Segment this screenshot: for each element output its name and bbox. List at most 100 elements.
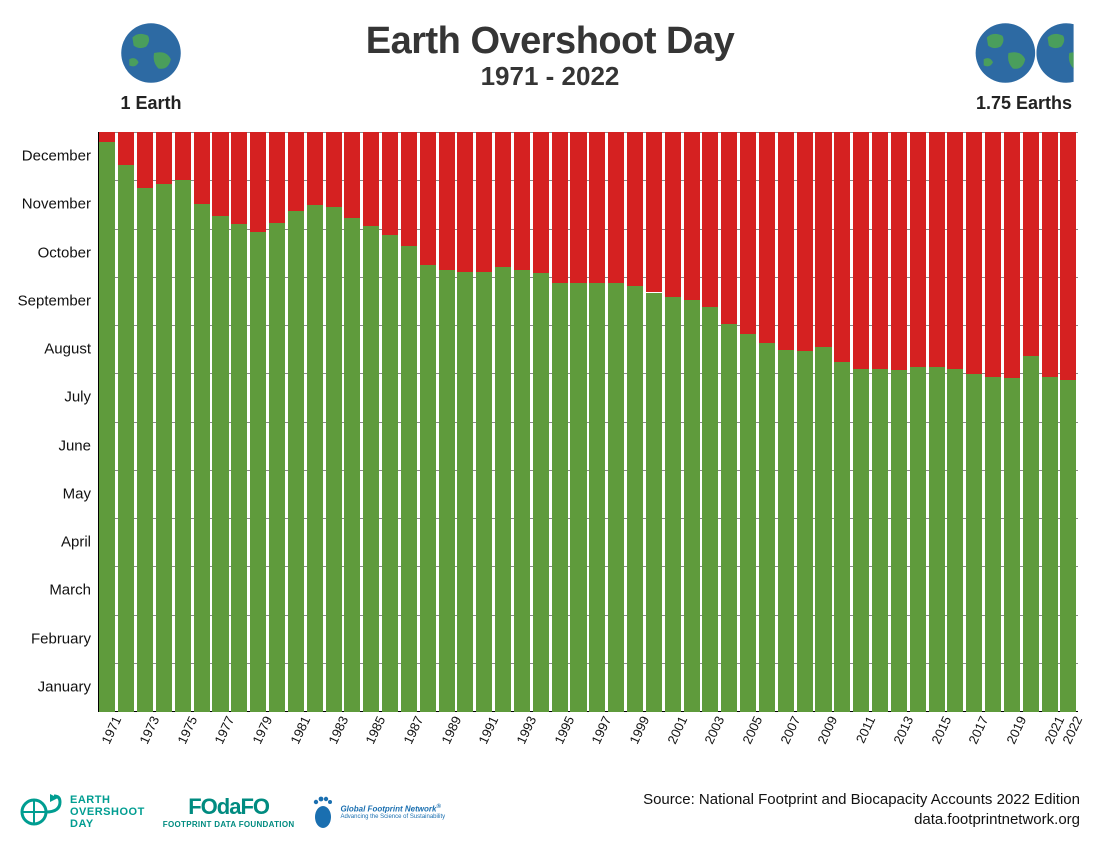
bar-overshoot: [439, 132, 455, 270]
bar-overshoot: [1023, 132, 1039, 356]
x-axis-label: 1977: [208, 712, 237, 746]
bar-1979: 1979: [249, 132, 268, 712]
bar-within-capacity: [250, 232, 266, 712]
bar-within-capacity: [476, 272, 492, 712]
bar-within-capacity: [363, 226, 379, 712]
bar-within-capacity: [212, 216, 228, 712]
bar-2003: 2003: [701, 132, 720, 712]
bar-overshoot: [589, 132, 605, 283]
bar-within-capacity: [439, 270, 455, 712]
bar-1998: [607, 132, 626, 712]
bar-within-capacity: [307, 205, 323, 712]
x-axis-label: 1995: [547, 712, 576, 746]
bar-within-capacity: [457, 272, 473, 712]
bar-1972: [117, 132, 136, 712]
bar-within-capacity: [382, 235, 398, 712]
bar-within-capacity: [175, 180, 191, 712]
bar-overshoot: [910, 132, 926, 367]
bar-within-capacity: [1004, 378, 1020, 712]
bar-2001: 2001: [663, 132, 682, 712]
bar-overshoot: [457, 132, 473, 272]
bar-within-capacity: [118, 165, 134, 712]
bar-2019: 2019: [1003, 132, 1022, 712]
bar-within-capacity: [985, 377, 1001, 712]
x-axis-label: 1985: [359, 712, 388, 746]
bar-within-capacity: [420, 265, 436, 712]
y-axis-label: June: [58, 437, 91, 454]
bar-overshoot: [231, 132, 247, 224]
bar-overshoot: [929, 132, 945, 367]
bar-2008: [795, 132, 814, 712]
bar-within-capacity: [910, 367, 926, 712]
bar-1991: 1991: [475, 132, 494, 712]
y-axis-label: May: [63, 485, 91, 502]
y-axis-label: October: [38, 244, 91, 261]
bar-overshoot: [872, 132, 888, 369]
logo-earth-overshoot-day: EARTH OVERSHOOT DAY: [20, 794, 145, 830]
earth-right-label: 1.75 Earths: [974, 93, 1074, 114]
bar-1982: [305, 132, 324, 712]
bar-2014: [908, 132, 927, 712]
bar-within-capacity: [552, 283, 568, 712]
bar-within-capacity: [514, 270, 530, 712]
bar-1973: 1973: [136, 132, 155, 712]
bar-within-capacity: [1042, 377, 1058, 712]
bar-within-capacity: [834, 362, 850, 712]
bar-overshoot: [815, 132, 831, 347]
bar-overshoot: [1060, 132, 1076, 380]
x-axis-label: 2003: [698, 712, 727, 746]
bar-within-capacity: [740, 334, 756, 712]
bar-1988: [418, 132, 437, 712]
bar-2018: [984, 132, 1003, 712]
bar-within-capacity: [1060, 380, 1076, 712]
bar-overshoot: [608, 132, 624, 283]
x-axis-label: 1993: [510, 712, 539, 746]
bar-overshoot: [175, 132, 191, 180]
logos-row: EARTH OVERSHOOT DAY FOdaFO FOOTPRINT DAT…: [20, 794, 445, 830]
bar-1986: [381, 132, 400, 712]
bar-1989: 1989: [437, 132, 456, 712]
x-axis-label: 2017: [962, 712, 991, 746]
bar-overshoot: [401, 132, 417, 246]
earth-right-group: 1.75 Earths: [974, 22, 1074, 114]
bar-overshoot: [721, 132, 737, 324]
x-axis-label: 1973: [133, 712, 162, 746]
bar-1999: 1999: [626, 132, 645, 712]
earth-left-group: 1 Earth: [120, 22, 182, 114]
bar-overshoot: [363, 132, 379, 226]
bar-overshoot: [891, 132, 907, 370]
bar-2022: 2022: [1059, 132, 1078, 712]
bar-overshoot: [250, 132, 266, 232]
bar-overshoot: [212, 132, 228, 216]
bar-within-capacity: [288, 211, 304, 712]
bar-within-capacity: [231, 224, 247, 712]
bar-within-capacity: [665, 297, 681, 712]
logo-global-footprint-network: Global Footprint Network® Advancing the …: [312, 795, 445, 829]
bar-within-capacity: [495, 267, 511, 712]
bar-overshoot: [269, 132, 285, 223]
chart-area: JanuaryFebruaryMarchAprilMayJuneJulyAugu…: [98, 132, 1078, 712]
bar-within-capacity: [570, 283, 586, 712]
bar-within-capacity: [721, 324, 737, 712]
x-axis-label: 1979: [246, 712, 275, 746]
gfn-logo-text: Global Footprint Network® Advancing the …: [340, 804, 445, 820]
bar-within-capacity: [759, 343, 775, 712]
x-axis-label: 1971: [95, 712, 124, 746]
x-axis-label: 2007: [774, 712, 803, 746]
bar-within-capacity: [778, 350, 794, 712]
bar-within-capacity: [326, 207, 342, 712]
bar-2000: [644, 132, 663, 712]
bar-1994: [531, 132, 550, 712]
footer: EARTH OVERSHOOT DAY FOdaFO FOOTPRINT DAT…: [20, 790, 1080, 831]
bar-overshoot: [99, 132, 115, 142]
bar-overshoot: [533, 132, 549, 273]
eod-logo-icon: [20, 794, 64, 830]
y-axis-label: March: [49, 582, 91, 599]
x-axis-label: 1997: [585, 712, 614, 746]
bar-within-capacity: [966, 374, 982, 712]
bar-overshoot: [495, 132, 511, 267]
y-axis-label: December: [22, 148, 91, 165]
bar-2006: [758, 132, 777, 712]
earth-icon: [120, 22, 182, 84]
bar-overshoot: [684, 132, 700, 300]
